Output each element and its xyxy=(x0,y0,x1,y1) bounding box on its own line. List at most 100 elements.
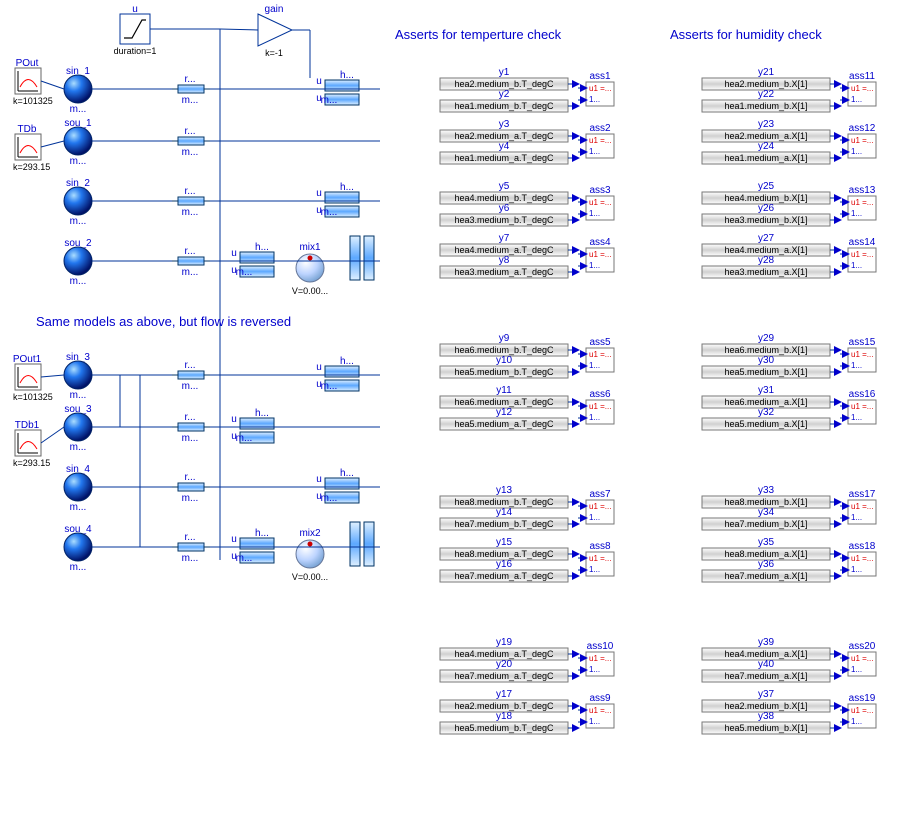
svg-text:y28: y28 xyxy=(758,255,775,266)
svg-text:u1 =...: u1 =... xyxy=(851,654,873,663)
diagram-canvas: uduration=1gaink=-1POutk=101325TDbk=293.… xyxy=(0,0,916,817)
svg-text:y29: y29 xyxy=(758,333,775,344)
svg-text:k=293.15: k=293.15 xyxy=(13,458,50,468)
svg-text:TDb: TDb xyxy=(18,124,37,135)
svg-text:r...: r... xyxy=(184,412,195,423)
svg-text:h...: h... xyxy=(255,242,269,253)
sphere-sin_1 xyxy=(64,75,92,103)
svg-text:y18: y18 xyxy=(496,711,513,722)
svg-text:ass2: ass2 xyxy=(589,123,611,134)
svg-text:hea5.medium_a.X[1]: hea5.medium_a.X[1] xyxy=(724,419,807,429)
svg-text:ass5: ass5 xyxy=(589,337,611,348)
svg-text:m...: m... xyxy=(236,267,253,278)
svg-text:hea4.medium_a.T_degC: hea4.medium_a.T_degC xyxy=(454,649,554,659)
svg-text:u1 =...: u1 =... xyxy=(589,706,611,715)
svg-text:hea7.medium_a.X[1]: hea7.medium_a.X[1] xyxy=(724,571,807,581)
svg-text:hea7.medium_b.X[1]: hea7.medium_b.X[1] xyxy=(724,519,807,529)
svg-text:m...: m... xyxy=(70,442,87,453)
svg-text:u1 =...: u1 =... xyxy=(851,198,873,207)
resistor xyxy=(178,85,204,93)
svg-text:hea8.medium_a.T_degC: hea8.medium_a.T_degC xyxy=(454,549,554,559)
svg-text:u: u xyxy=(132,4,138,15)
svg-text:u: u xyxy=(316,474,322,485)
svg-text:hea1.medium_b.T_degC: hea1.medium_b.T_degC xyxy=(454,101,554,111)
svg-text:1...: 1... xyxy=(851,565,862,574)
svg-text:ass12: ass12 xyxy=(849,123,876,134)
svg-text:ass9: ass9 xyxy=(589,693,611,704)
svg-text:ass1: ass1 xyxy=(589,71,611,82)
svg-text:y31: y31 xyxy=(758,385,775,396)
resistor xyxy=(178,257,204,265)
svg-text:m...: m... xyxy=(182,267,199,278)
svg-text:u1 =...: u1 =... xyxy=(851,402,873,411)
svg-text:u1 =...: u1 =... xyxy=(589,654,611,663)
svg-text:POut: POut xyxy=(16,58,39,69)
svg-text:ass6: ass6 xyxy=(589,389,611,400)
svg-text:mix2: mix2 xyxy=(299,528,321,539)
sphere-sin_3 xyxy=(64,361,92,389)
svg-text:hea4.medium_a.X[1]: hea4.medium_a.X[1] xyxy=(724,245,807,255)
resistor xyxy=(178,483,204,491)
svg-text:m...: m... xyxy=(70,104,87,115)
svg-text:hea2.medium_a.T_degC: hea2.medium_a.T_degC xyxy=(454,131,554,141)
svg-text:h...: h... xyxy=(340,70,354,81)
svg-text:y39: y39 xyxy=(758,637,775,648)
svg-text:ass19: ass19 xyxy=(849,693,876,704)
svg-text:ass8: ass8 xyxy=(589,541,611,552)
svg-text:hea6.medium_a.X[1]: hea6.medium_a.X[1] xyxy=(724,397,807,407)
sphere-sin_4 xyxy=(64,473,92,501)
svg-text:hea2.medium_b.X[1]: hea2.medium_b.X[1] xyxy=(724,79,807,89)
svg-text:y3: y3 xyxy=(499,119,510,130)
svg-text:y8: y8 xyxy=(499,255,510,266)
svg-text:h...: h... xyxy=(340,468,354,479)
svg-text:u1 =...: u1 =... xyxy=(589,554,611,563)
svg-text:m...: m... xyxy=(70,216,87,227)
svg-text:hea2.medium_b.X[1]: hea2.medium_b.X[1] xyxy=(724,701,807,711)
svg-text:y6: y6 xyxy=(499,203,510,214)
svg-text:y23: y23 xyxy=(758,119,775,130)
svg-text:hea8.medium_a.X[1]: hea8.medium_a.X[1] xyxy=(724,549,807,559)
svg-text:k=101325: k=101325 xyxy=(13,392,53,402)
resistor xyxy=(178,371,204,379)
svg-text:hea5.medium_b.X[1]: hea5.medium_b.X[1] xyxy=(724,723,807,733)
svg-text:1...: 1... xyxy=(851,209,862,218)
svg-text:ass7: ass7 xyxy=(589,489,611,500)
svg-text:m...: m... xyxy=(70,562,87,573)
svg-text:m...: m... xyxy=(236,553,253,564)
svg-text:ass3: ass3 xyxy=(589,185,611,196)
svg-text:u1 =...: u1 =... xyxy=(589,502,611,511)
svg-text:m...: m... xyxy=(321,207,338,218)
tdb1-block xyxy=(15,430,41,456)
svg-text:hea3.medium_b.X[1]: hea3.medium_b.X[1] xyxy=(724,215,807,225)
svg-text:y40: y40 xyxy=(758,659,775,670)
section-label: Same models as above, but flow is revers… xyxy=(36,314,291,329)
svg-text:1...: 1... xyxy=(851,361,862,370)
svg-text:1...: 1... xyxy=(589,361,600,370)
resistor xyxy=(178,543,204,551)
svg-text:r...: r... xyxy=(184,246,195,257)
svg-text:u1 =...: u1 =... xyxy=(851,350,873,359)
svg-text:y19: y19 xyxy=(496,637,513,648)
svg-text:k=-1: k=-1 xyxy=(265,48,283,58)
svg-text:y1: y1 xyxy=(499,67,510,78)
svg-text:y27: y27 xyxy=(758,233,775,244)
svg-text:u1 =...: u1 =... xyxy=(589,136,611,145)
svg-text:m...: m... xyxy=(182,381,199,392)
svg-text:h...: h... xyxy=(340,182,354,193)
svg-text:1...: 1... xyxy=(851,95,862,104)
svg-text:y13: y13 xyxy=(496,485,513,496)
svg-text:m...: m... xyxy=(182,147,199,158)
svg-text:m...: m... xyxy=(182,553,199,564)
svg-text:hea8.medium_b.X[1]: hea8.medium_b.X[1] xyxy=(724,497,807,507)
svg-text:m...: m... xyxy=(182,207,199,218)
svg-text:hea2.medium_b.T_degC: hea2.medium_b.T_degC xyxy=(454,79,554,89)
svg-text:u1 =...: u1 =... xyxy=(851,502,873,511)
svg-text:h...: h... xyxy=(255,528,269,539)
svg-text:y10: y10 xyxy=(496,355,513,366)
pout-block xyxy=(15,68,41,94)
tdb-block xyxy=(15,134,41,160)
svg-text:hea2.medium_a.X[1]: hea2.medium_a.X[1] xyxy=(724,131,807,141)
ramp-u xyxy=(120,14,150,44)
hum-header: Asserts for humidity check xyxy=(670,27,822,42)
svg-text:hea2.medium_b.T_degC: hea2.medium_b.T_degC xyxy=(454,701,554,711)
